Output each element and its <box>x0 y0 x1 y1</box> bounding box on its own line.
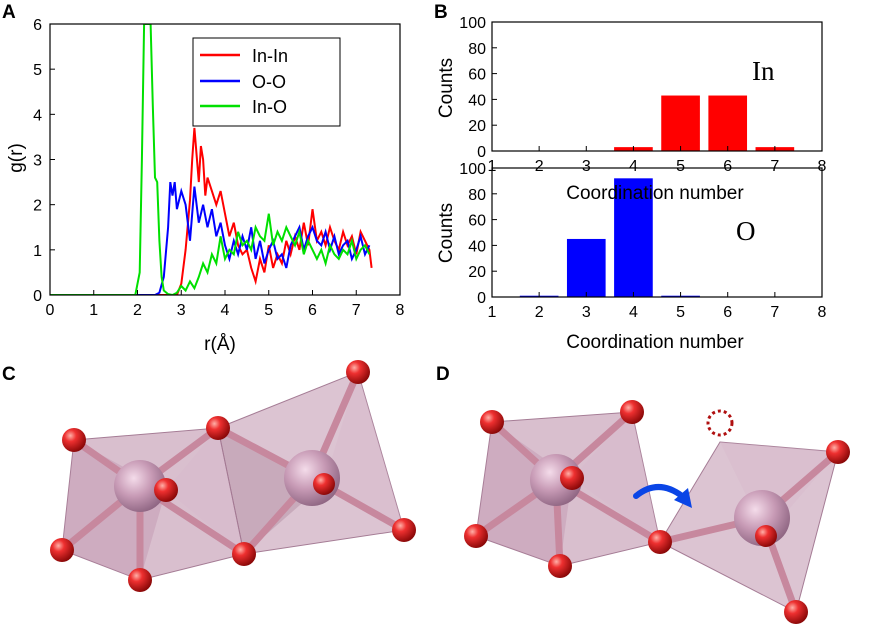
series-line-o-o <box>50 181 371 295</box>
x-tick-label: 7 <box>352 302 361 319</box>
y-tick-label: 20 <box>468 264 486 281</box>
x-tick-label: 6 <box>723 304 732 321</box>
oxygen-atom <box>346 360 370 384</box>
oxygen-atom <box>50 538 74 562</box>
oxygen-atom <box>648 530 672 554</box>
histogram-bar-in <box>661 95 700 151</box>
x-tick-label: 8 <box>818 304 827 321</box>
x-tick-label: 5 <box>264 302 273 319</box>
x-tick-label: 8 <box>396 302 405 319</box>
oxygen-atom <box>784 600 808 624</box>
x-tick-label: 2 <box>133 302 142 319</box>
y-tick-label: 0 <box>477 144 486 161</box>
y-tick-label: 0 <box>33 288 42 305</box>
oxygen-atom <box>755 525 777 547</box>
y-tick-label: 80 <box>468 187 486 204</box>
x-tick-label: 4 <box>221 302 230 319</box>
x-tick-label: 5 <box>676 158 685 175</box>
x-tick-label: 0 <box>46 302 55 319</box>
oxygen-atom <box>620 400 644 424</box>
oxygen-atom <box>392 518 416 542</box>
x-tick-label: 8 <box>818 158 827 175</box>
x-tick-label: 2 <box>535 158 544 175</box>
panel-a-rdf-chart: A 0 1 2 3 4 5 6 7 8 0 1 2 3 4 5 6 g(r) r(Å) In-In O-O I… <box>2 2 405 355</box>
oxygen-atom <box>313 473 335 495</box>
x-tick-label: 7 <box>770 304 779 321</box>
y-tick-label: 40 <box>468 238 486 255</box>
y-tick-label: 80 <box>468 41 486 58</box>
oxygen-atom <box>206 416 230 440</box>
panel-b-label: B <box>434 2 448 23</box>
x-tick-label: 3 <box>582 304 591 321</box>
plot-frame <box>491 21 823 152</box>
y-tick-label: 60 <box>468 67 486 84</box>
oxygen-atom <box>560 466 584 490</box>
x-tick-label: 5 <box>676 304 685 321</box>
oxygen-atom <box>826 440 850 464</box>
x-tick-label: 6 <box>308 302 317 319</box>
panel-c-label: C <box>2 364 16 385</box>
migration-arrow-icon <box>633 484 692 508</box>
oxygen-atom <box>154 478 178 502</box>
x-tick-label: 1 <box>89 302 98 319</box>
top-x-axis-label: Coordination number <box>566 183 744 204</box>
x-tick-label: 3 <box>582 158 591 175</box>
legend: In-In O-O In-O <box>192 37 341 127</box>
x-tick-label: 1 <box>488 304 497 321</box>
histogram-bar-in <box>708 95 748 151</box>
y-tick-label: 100 <box>459 161 486 178</box>
oxygen-atom <box>464 524 488 548</box>
y-tick-label: 4 <box>33 107 42 124</box>
y-tick-label: 40 <box>468 92 486 109</box>
y-tick-label: 3 <box>33 153 42 170</box>
indium-atom <box>114 460 166 512</box>
y-tick-label: 0 <box>477 290 486 307</box>
oxygen-atom <box>62 428 86 452</box>
oxygen-atom <box>548 554 572 578</box>
x-tick-label: 1 <box>488 158 497 175</box>
panel-c-structure: C <box>2 360 416 592</box>
x-tick-label: 4 <box>629 158 638 175</box>
legend-label-in-in: In-In <box>252 46 288 66</box>
bottom-x-axis-label: Coordination number <box>566 332 744 353</box>
top-y-axis-label: Counts <box>436 58 457 118</box>
y-axis-label: g(r) <box>6 143 27 173</box>
y-tick-label: 5 <box>33 62 42 79</box>
panel-d-label: D <box>436 364 450 385</box>
oxygen-atom <box>128 568 152 592</box>
histogram-bar-o <box>566 238 606 297</box>
x-tick-label: 2 <box>535 304 544 321</box>
x-axis-label: r(Å) <box>204 334 236 355</box>
y-tick-label: 60 <box>468 213 486 230</box>
in-annotation: In <box>752 56 775 86</box>
oxygen-atom <box>232 542 256 566</box>
series-line-in-o <box>50 24 371 295</box>
histogram-bar-o <box>614 178 653 297</box>
panel-a-label: A <box>2 2 16 23</box>
x-tick-label: 6 <box>723 158 732 175</box>
plot-frame <box>491 167 823 298</box>
bottom-y-axis-label: Counts <box>436 203 457 263</box>
o-annotation: O <box>736 216 756 246</box>
y-tick-label: 20 <box>468 118 486 135</box>
oxygen-atom <box>480 410 504 434</box>
y-tick-label: 6 <box>33 17 42 34</box>
x-tick-label: 4 <box>629 304 638 321</box>
y-tick-label: 100 <box>459 15 486 32</box>
x-tick-label: 3 <box>177 302 186 319</box>
x-tick-label: 7 <box>770 158 779 175</box>
y-tick-label: 2 <box>33 198 42 215</box>
legend-label-in-o: In-O <box>252 97 287 117</box>
y-tick-label: 1 <box>33 243 42 260</box>
panel-d-structure: D <box>436 364 850 624</box>
legend-label-o-o: O-O <box>252 72 286 92</box>
vacancy-marker <box>706 409 734 437</box>
